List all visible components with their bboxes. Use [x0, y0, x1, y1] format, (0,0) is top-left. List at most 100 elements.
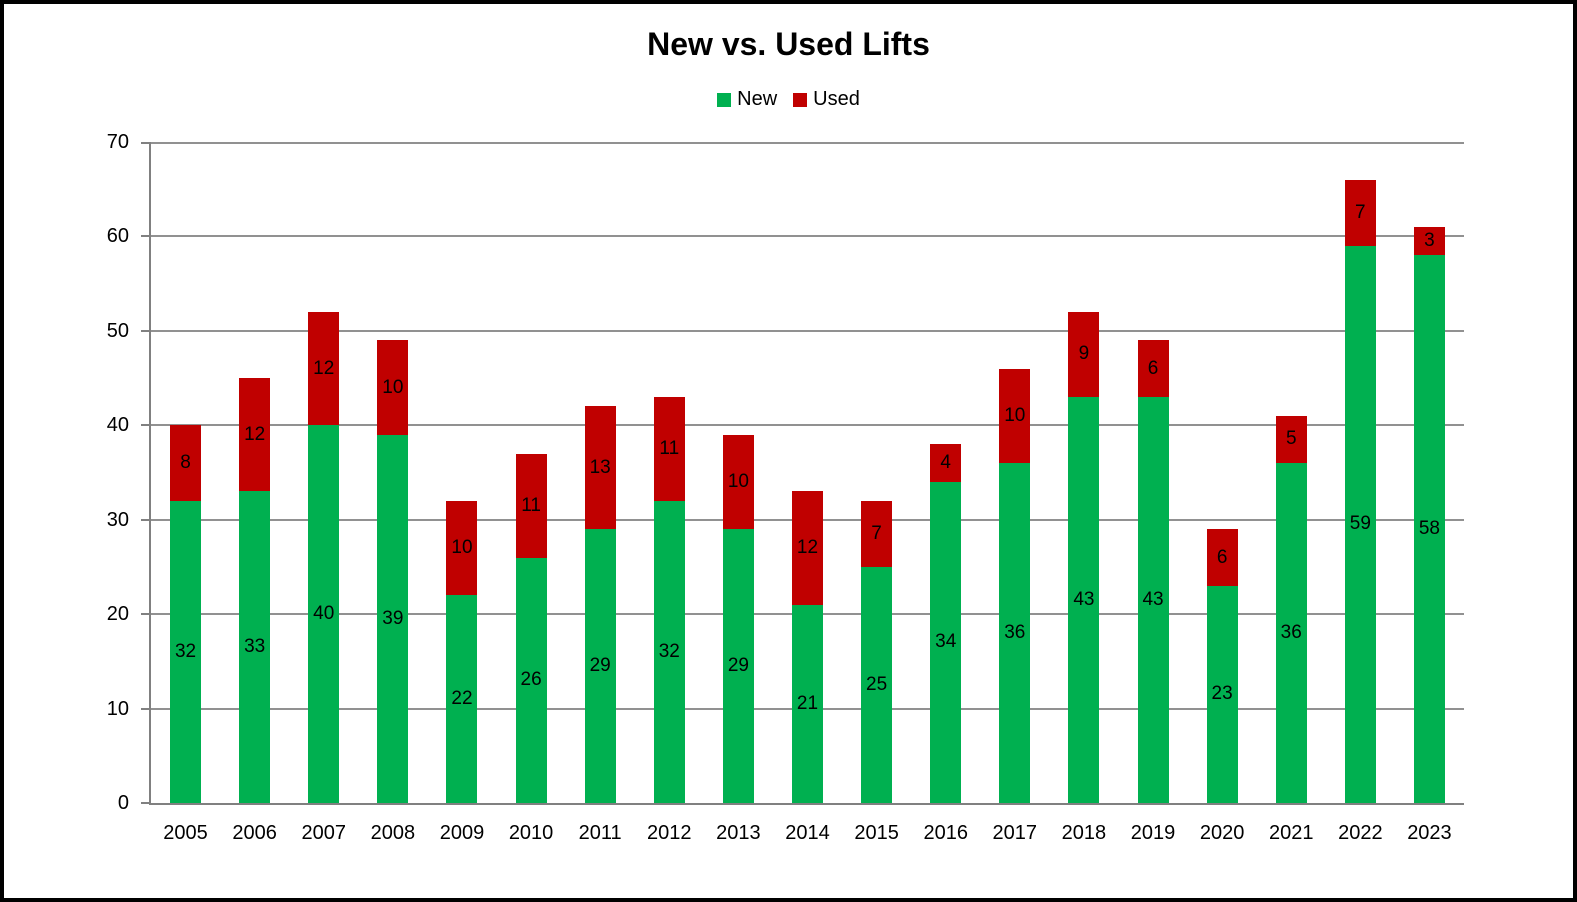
legend-swatch-used — [793, 92, 808, 107]
bar-label-new-2023: 58 — [1418, 518, 1440, 540]
bar-label-new-2010: 26 — [520, 669, 542, 691]
x-axis-label-2007: 2007 — [301, 822, 347, 844]
x-axis-label-2019: 2019 — [1130, 822, 1176, 844]
bar-label-used-2018: 9 — [1078, 343, 1090, 365]
y-axis-label-60: 60 — [106, 225, 129, 248]
bar-segment-new-2007: 40 — [308, 425, 340, 803]
y-axis-label-20: 20 — [106, 603, 129, 626]
bar-label-used-2021: 5 — [1285, 428, 1297, 450]
y-axis-tick-70 — [141, 142, 151, 144]
y-axis-label-0: 0 — [117, 792, 129, 814]
bar-label-new-2020: 23 — [1211, 683, 1233, 705]
bar-segment-used-2014: 12 — [792, 491, 823, 605]
bar-segment-new-2005: 32 — [170, 500, 202, 803]
bar-segment-used-2008: 10 — [377, 340, 409, 435]
bar-segment-used-2015: 7 — [861, 500, 893, 567]
x-axis-label-2014: 2014 — [785, 822, 830, 844]
legend-label-used: Used — [813, 88, 860, 110]
bar-segment-used-2018: 9 — [1068, 311, 1100, 397]
y-axis-tick-50 — [141, 329, 151, 332]
legend-label-new: New — [737, 88, 778, 110]
bar-label-new-2019: 43 — [1142, 588, 1164, 610]
bar-label-used-2005: 8 — [180, 452, 191, 474]
x-axis-label-2018: 2018 — [1061, 822, 1107, 844]
y-axis-label-10: 10 — [106, 697, 129, 720]
bar-label-new-2011: 29 — [589, 655, 611, 677]
bar-segment-new-2017: 36 — [999, 463, 1031, 803]
bar-label-used-2019: 6 — [1147, 357, 1159, 379]
x-axis-label-2012: 2012 — [647, 822, 692, 844]
bar-segment-used-2023: 3 — [1413, 227, 1445, 256]
x-axis-label-2017: 2017 — [992, 822, 1038, 844]
legend-item-used: Used — [793, 88, 860, 111]
bar-label-used-2017: 10 — [1004, 404, 1026, 426]
bar-segment-used-2021: 5 — [1275, 415, 1307, 464]
x-axis-label-2021: 2021 — [1268, 822, 1314, 844]
bar-segment-used-2020: 6 — [1206, 529, 1238, 586]
bar-segment-new-2015: 25 — [861, 566, 893, 803]
x-axis-label-2015: 2015 — [854, 822, 899, 844]
x-axis-label-2022: 2022 — [1338, 822, 1383, 844]
x-axis-label-2006: 2006 — [232, 822, 277, 844]
bar-segment-new-2010: 26 — [515, 557, 547, 803]
bar-segment-new-2009: 22 — [446, 595, 478, 803]
bar-segment-used-2019: 6 — [1137, 340, 1169, 397]
gridline-y-60 — [151, 235, 1464, 238]
bar-label-used-2011: 13 — [589, 456, 611, 478]
bar-label-new-2021: 36 — [1280, 622, 1302, 644]
bar-segment-new-2014: 21 — [792, 604, 823, 803]
bar-label-new-2005: 32 — [174, 640, 197, 662]
bar-segment-used-2022: 7 — [1344, 179, 1376, 246]
bar-label-used-2023: 3 — [1424, 230, 1435, 252]
y-axis-label-70: 70 — [106, 131, 129, 153]
bar-segment-new-2020: 23 — [1206, 585, 1238, 803]
bar-segment-new-2013: 29 — [722, 529, 754, 803]
bar-label-new-2009: 22 — [451, 688, 473, 710]
bar-segment-used-2012: 11 — [653, 396, 685, 501]
bar-segment-used-2011: 13 — [584, 406, 616, 530]
bar-label-used-2016: 4 — [940, 452, 951, 474]
bar-label-new-2015: 25 — [866, 673, 888, 695]
bar-label-used-2008: 10 — [382, 376, 404, 398]
bar-label-used-2015: 7 — [871, 522, 882, 544]
bar-label-new-2006: 33 — [244, 636, 266, 658]
bar-segment-used-2006: 12 — [239, 378, 271, 492]
x-axis-label-2008: 2008 — [370, 822, 416, 844]
bar-label-used-2020: 6 — [1216, 546, 1228, 568]
bar-segment-used-2013: 10 — [722, 434, 754, 530]
bar-segment-new-2016: 34 — [930, 481, 962, 803]
bar-label-new-2017: 36 — [1004, 622, 1026, 644]
bar-label-used-2007: 12 — [313, 357, 335, 379]
y-axis-tick-20 — [141, 613, 151, 616]
bar-label-used-2014: 12 — [796, 537, 819, 559]
gridline-y-50 — [151, 329, 1464, 332]
legend-item-new: New — [717, 88, 777, 111]
y-axis-tick-40 — [141, 424, 151, 427]
y-axis-label-30: 30 — [106, 508, 129, 531]
bar-segment-used-2017: 10 — [999, 368, 1031, 464]
chart-title: New vs. Used Lifts — [647, 26, 930, 62]
legend-swatch-new — [717, 92, 732, 107]
bar-segment-used-2007: 12 — [308, 311, 340, 426]
y-axis-label-40: 40 — [106, 414, 129, 437]
bar-label-new-2012: 32 — [658, 640, 680, 662]
bar-label-used-2009: 10 — [451, 537, 473, 559]
x-axis-label-2010: 2010 — [508, 822, 554, 844]
y-axis-tick-30 — [141, 518, 151, 521]
x-axis-label-2009: 2009 — [439, 822, 485, 844]
bar-segment-used-2016: 4 — [930, 444, 962, 482]
bar-segment-used-2009: 10 — [446, 500, 478, 596]
bar-segment-new-2018: 43 — [1068, 396, 1100, 803]
bar-segment-used-2010: 11 — [515, 453, 547, 558]
bar-segment-new-2021: 36 — [1275, 463, 1307, 803]
bar-label-new-2016: 34 — [935, 631, 957, 653]
bar-label-used-2022: 7 — [1355, 201, 1366, 223]
y-axis-tick-0 — [141, 802, 151, 804]
bar-label-used-2012: 11 — [659, 437, 680, 459]
bar-segment-new-2022: 59 — [1344, 245, 1376, 803]
bar-label-used-2006: 12 — [244, 423, 266, 445]
gridline-y-70 — [151, 142, 1464, 144]
bar-label-new-2014: 21 — [796, 692, 819, 714]
bar-segment-used-2005: 8 — [170, 425, 202, 501]
